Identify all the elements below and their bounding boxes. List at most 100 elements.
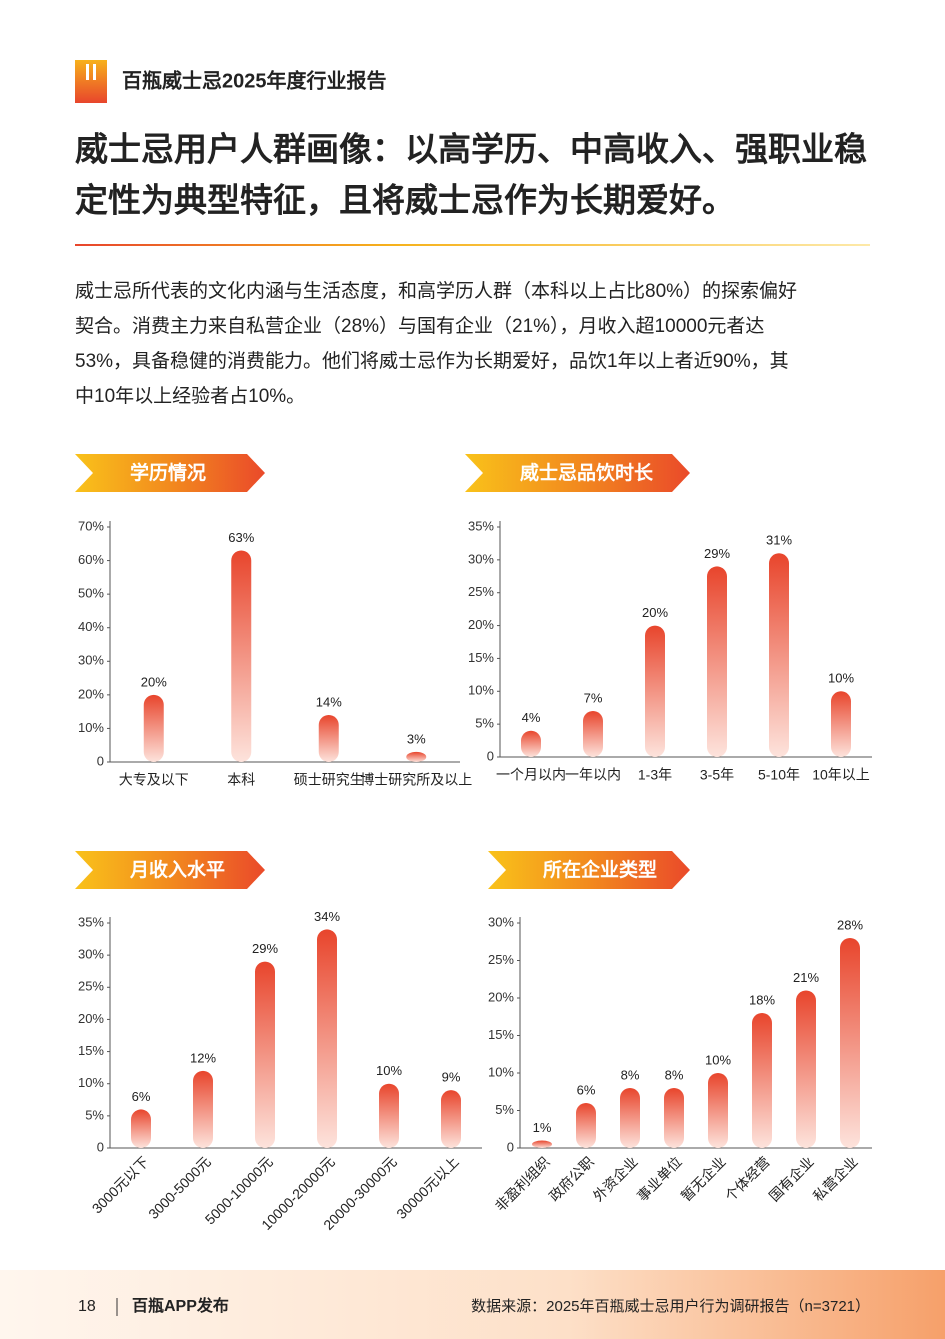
bar	[193, 1070, 213, 1148]
paragraph: 契合。消费主力来自私营企业（28%）与国有企业（21%），月收入超10000元者…	[75, 315, 764, 337]
section-banner	[488, 851, 690, 889]
y-tick-label: 30%	[488, 914, 514, 929]
y-tick-label: 25%	[78, 979, 104, 994]
y-tick-label: 0	[97, 753, 104, 768]
section-banner	[465, 454, 690, 492]
bar	[708, 1073, 728, 1148]
x-tick-label: 大专及以下	[119, 772, 189, 788]
value-label: 31%	[766, 533, 792, 548]
y-tick-label: 15%	[488, 1027, 514, 1042]
y-tick-label: 10%	[488, 1064, 514, 1079]
x-tick-label: 暂无企业	[678, 1153, 729, 1204]
headline: 定性为典型特征，且将威士忌作为长期爱好。	[75, 182, 735, 219]
paragraph: 中10年以上经验者占10%。	[75, 385, 305, 407]
bar	[379, 1083, 399, 1148]
x-tick-label: 3-5年	[700, 767, 734, 783]
y-tick-label: 15%	[78, 1043, 104, 1058]
value-label: 7%	[584, 690, 603, 705]
bar	[752, 1013, 772, 1148]
value-label: 34%	[314, 909, 340, 924]
bar	[255, 961, 275, 1148]
header-icon	[75, 60, 107, 103]
x-tick-label: 1-3年	[638, 767, 672, 783]
value-label: 28%	[837, 917, 863, 932]
x-tick-label: 私营企业	[810, 1153, 861, 1204]
y-tick-label: 20%	[468, 617, 494, 632]
section-title: 学历情况	[130, 461, 206, 484]
section-banner	[75, 454, 265, 492]
y-tick-label: 35%	[78, 914, 104, 929]
section-title: 威士忌品饮时长	[520, 461, 654, 484]
bar	[317, 929, 337, 1148]
y-tick-label: 50%	[78, 586, 104, 601]
section-banner	[75, 851, 265, 889]
value-label: 1%	[533, 1120, 552, 1135]
header-icon-stripe	[86, 64, 89, 80]
header-icon-stripe	[93, 64, 96, 80]
value-label: 21%	[793, 970, 819, 985]
value-label: 18%	[749, 992, 775, 1007]
bar	[441, 1090, 461, 1148]
bar	[840, 938, 860, 1148]
bar	[645, 625, 665, 757]
footer-band	[0, 1270, 945, 1339]
bar	[664, 1088, 684, 1148]
bar	[831, 691, 851, 757]
y-tick-label: 0	[97, 1139, 104, 1154]
y-tick-label: 15%	[468, 650, 494, 665]
paragraph: 53%，具备稳健的消费能力。他们将威士忌作为长期爱好，品饮1年以上者近90%，其	[75, 350, 789, 372]
bar	[576, 1103, 596, 1148]
y-tick-label: 60%	[78, 552, 104, 567]
x-tick-label: 10年以上	[812, 767, 870, 783]
x-tick-label: 政府公职	[546, 1153, 597, 1204]
y-tick-label: 25%	[488, 952, 514, 967]
value-label: 6%	[577, 1082, 596, 1097]
value-label: 63%	[228, 530, 254, 545]
bar	[583, 711, 603, 757]
page-number: 18	[78, 1298, 96, 1315]
bar	[143, 694, 164, 762]
bar	[318, 715, 339, 762]
value-label: 29%	[252, 941, 278, 956]
value-label: 29%	[704, 546, 730, 561]
value-label: 4%	[522, 710, 541, 725]
divider	[75, 244, 870, 246]
value-label: 12%	[190, 1050, 216, 1065]
y-tick-label: 30%	[78, 653, 104, 668]
y-tick-label: 10%	[78, 1075, 104, 1090]
value-label: 9%	[442, 1070, 461, 1085]
value-label: 10%	[376, 1063, 402, 1078]
section-title: 所在企业类型	[543, 858, 657, 881]
value-label: 3%	[407, 731, 426, 746]
footer-source: 数据来源：2025年百瓶威士忌用户行为调研报告（n=3721）	[471, 1298, 870, 1315]
x-tick-label: 3000元以下	[89, 1153, 152, 1216]
bar	[796, 990, 816, 1148]
x-tick-label: 3000-5000元	[145, 1153, 214, 1222]
bar	[769, 553, 789, 757]
y-tick-label: 20%	[78, 1011, 104, 1026]
bar	[231, 550, 252, 762]
x-tick-label: 个体经营	[722, 1153, 773, 1204]
x-tick-label: 事业单位	[634, 1153, 685, 1204]
x-tick-label: 硕士研究生	[294, 772, 364, 788]
section-title: 月收入水平	[129, 858, 225, 881]
bar	[131, 1109, 151, 1148]
y-tick-label: 0	[507, 1139, 514, 1154]
x-tick-label: 博士研究所及以上	[360, 772, 472, 788]
paragraph: 威士忌所代表的文化内涵与生活态度，和高学历人群（本科以上占比80%）的探索偏好	[75, 280, 797, 302]
x-tick-label: 外资企业	[590, 1153, 641, 1204]
footer-brand: 百瓶APP发布	[132, 1296, 229, 1315]
y-tick-label: 10%	[78, 720, 104, 735]
header-title: 百瓶威士忌2025年度行业报告	[122, 68, 387, 92]
x-tick-label: 本科	[227, 772, 255, 788]
y-tick-label: 20%	[488, 989, 514, 1004]
y-tick-label: 5%	[495, 1102, 514, 1117]
y-tick-label: 25%	[468, 584, 494, 599]
x-tick-label: 国有企业	[766, 1153, 817, 1204]
x-tick-label: 一年以内	[565, 767, 621, 783]
y-tick-label: 5%	[475, 716, 494, 731]
value-label: 20%	[141, 674, 167, 689]
y-tick-label: 70%	[78, 518, 104, 533]
